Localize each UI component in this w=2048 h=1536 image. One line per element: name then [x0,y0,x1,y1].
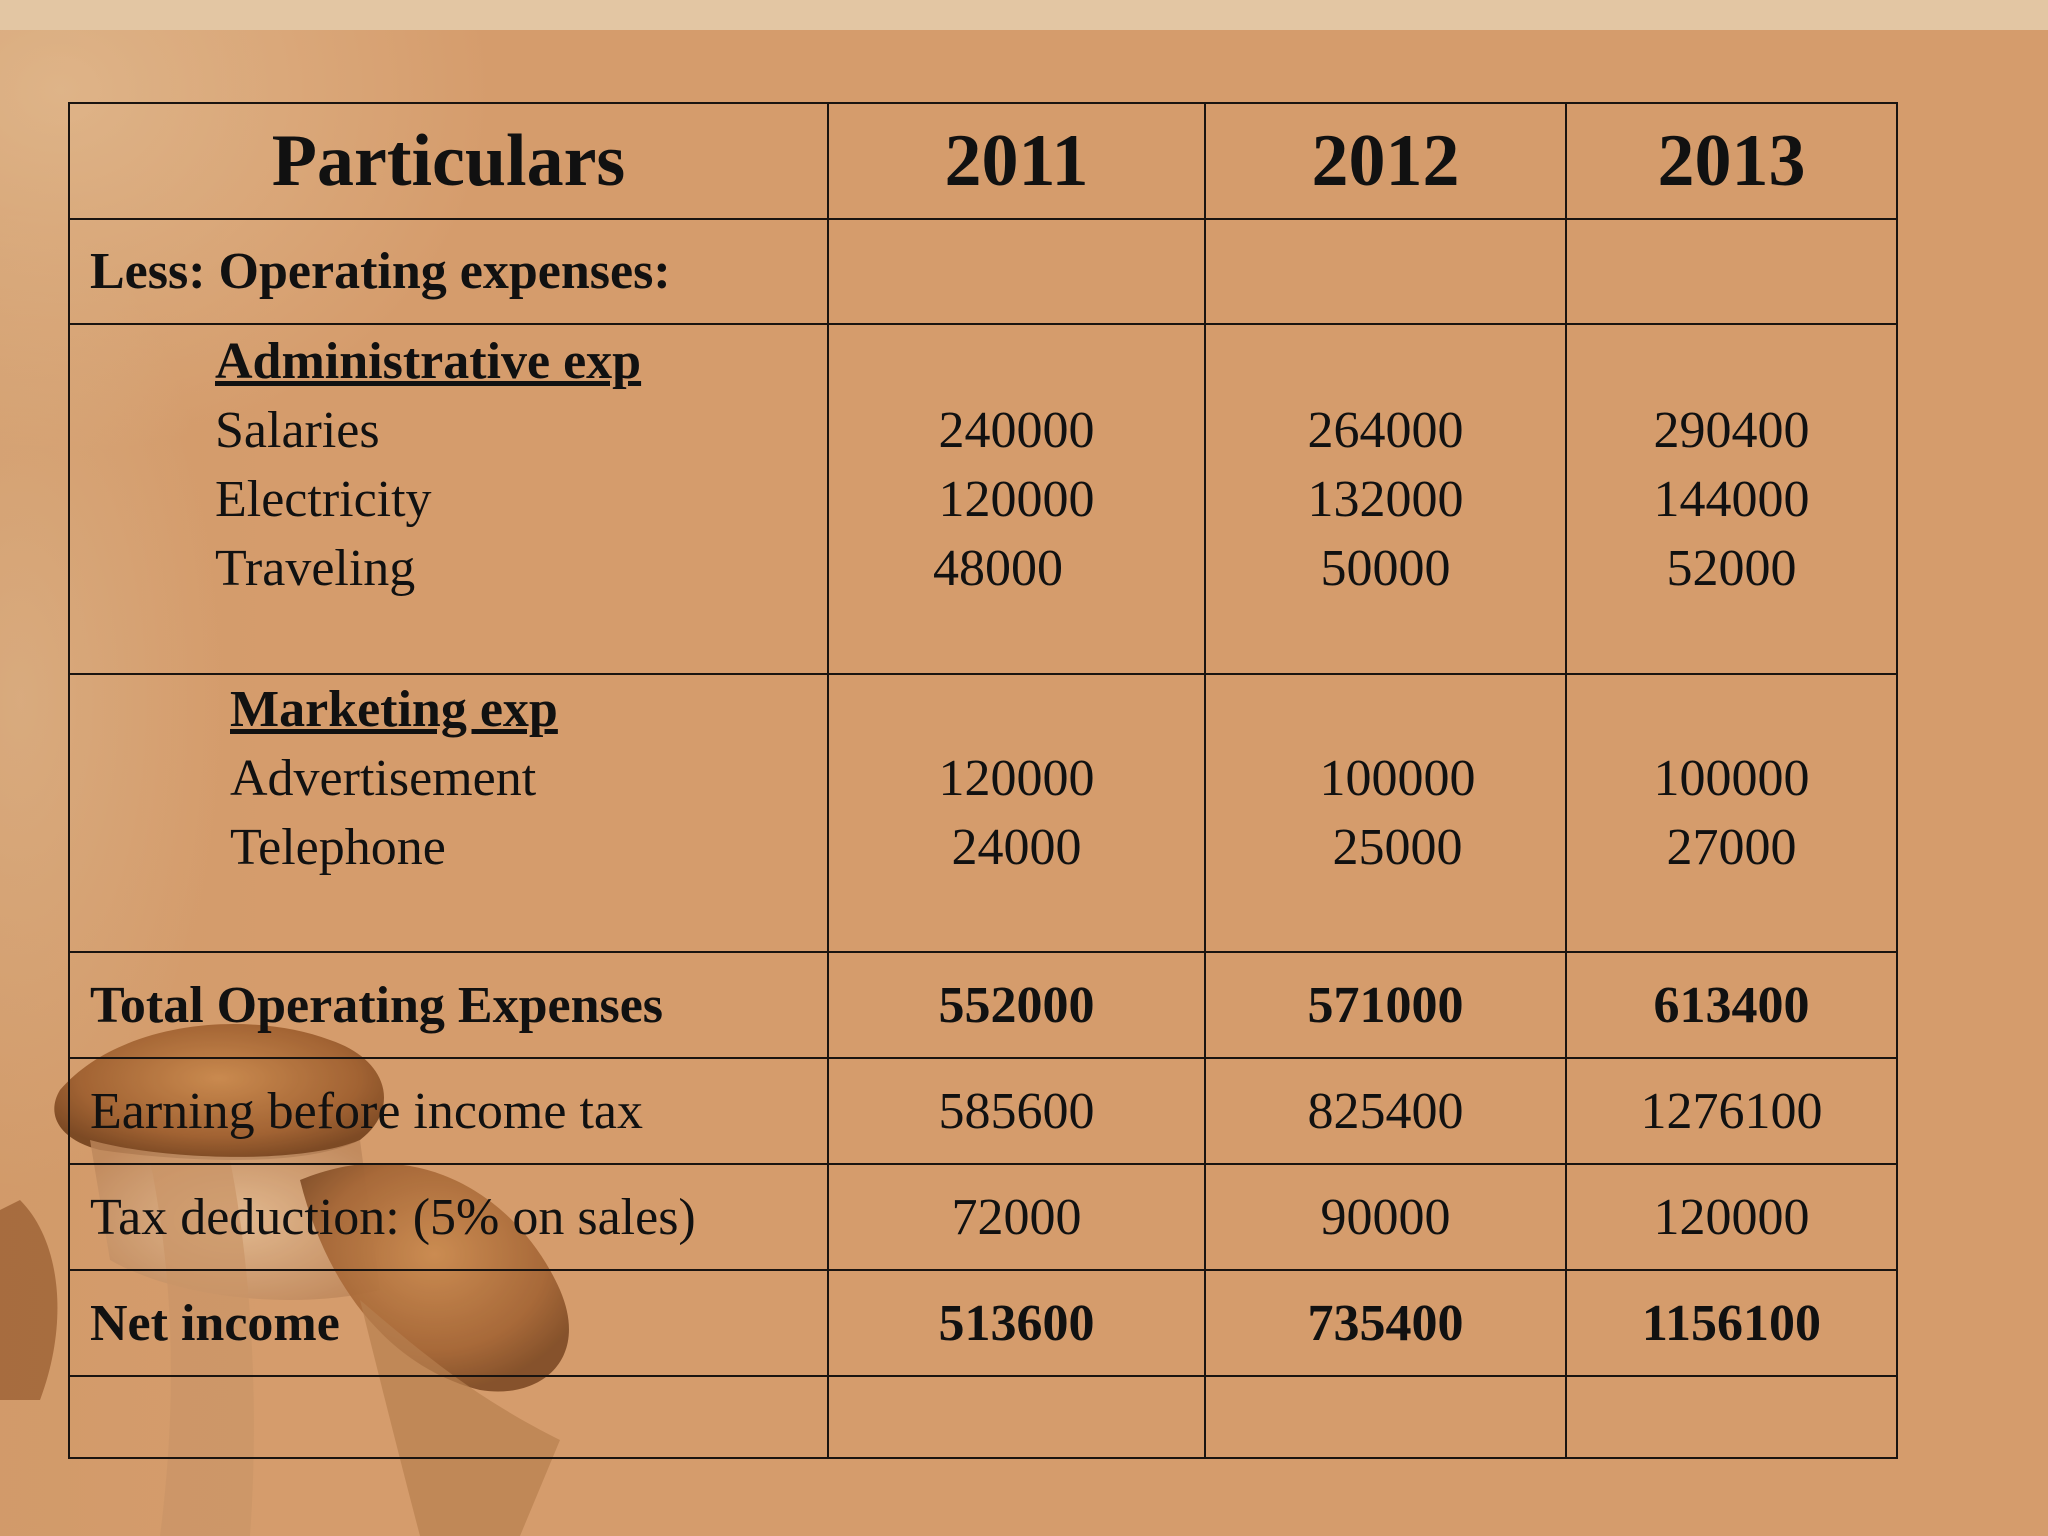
header-row: Particulars 2011 2012 2013 [68,102,1898,220]
electricity-2013: 144000 [1653,470,1810,528]
salaries-label: Salaries [215,401,380,459]
empty-cell [1204,218,1567,325]
ebit-label: Earning before income tax [68,1057,829,1165]
admin-exp-labels: Administrative exp Salaries Electricity … [68,323,829,675]
net-income-2011: 513600 [827,1269,1206,1377]
header-particulars: Particulars [68,102,829,220]
header-year-2011: 2011 [827,102,1206,220]
net-income-row: Net income 513600 735400 1156100 [68,1269,1898,1377]
salaries-2011: 240000 [938,401,1095,459]
admin-exp-heading: Administrative exp [215,332,642,390]
admin-values-2013: 290400 144000 52000 [1565,323,1898,675]
ebit-row: Earning before income tax 585600 825400 … [68,1057,1898,1165]
empty-cell [827,1375,1206,1459]
traveling-2013: 52000 [1666,539,1797,597]
advertisement-2011: 120000 [938,750,1095,807]
advertisement-label: Advertisement [230,750,537,807]
empty-cell [1565,218,1898,325]
total-operating-2012: 571000 [1204,951,1567,1059]
admin-exp-row: Administrative exp Salaries Electricity … [68,323,1898,675]
tax-2012: 90000 [1204,1163,1567,1271]
ebit-2013: 1276100 [1565,1057,1898,1165]
ebit-2012: 825400 [1204,1057,1567,1165]
header-year-2013: 2013 [1565,102,1898,220]
ebit-2011: 585600 [827,1057,1206,1165]
marketing-exp-heading: Marketing exp [230,681,558,738]
empty-cell [827,218,1206,325]
net-income-2012: 735400 [1204,1269,1567,1377]
total-operating-2011: 552000 [827,951,1206,1059]
traveling-2012: 50000 [1320,539,1451,597]
net-income-label: Net income [68,1269,829,1377]
empty-row [68,1375,1898,1459]
traveling-label: Traveling [215,539,416,597]
marketing-exp-row: Marketing exp Advertisement Telephone 12… [68,673,1898,953]
electricity-2011: 120000 [938,470,1095,528]
salaries-2012: 264000 [1307,401,1464,459]
marketing-exp-labels: Marketing exp Advertisement Telephone [68,673,829,953]
tax-label: Tax deduction: (5% on sales) [68,1163,829,1271]
marketing-values-2012: 100000 25000 [1204,673,1567,953]
net-income-2013: 1156100 [1565,1269,1898,1377]
traveling-2011: 48000 [933,539,1063,597]
tax-2013: 120000 [1565,1163,1898,1271]
tax-row: Tax deduction: (5% on sales) 72000 90000… [68,1163,1898,1271]
less-operating-label: Less: Operating expenses: [68,218,829,325]
empty-cell [1204,1375,1567,1459]
top-band [0,0,2048,30]
tax-2011: 72000 [827,1163,1206,1271]
header-year-2012: 2012 [1204,102,1567,220]
telephone-2012: 25000 [1332,819,1463,876]
telephone-label: Telephone [230,819,446,876]
admin-values-2011: 240000 120000 48000 [827,323,1206,675]
advertisement-2013: 100000 [1653,750,1810,807]
electricity-2012: 132000 [1307,470,1464,528]
advertisement-2012: 100000 [1319,750,1476,807]
admin-values-2012: 264000 132000 50000 [1204,323,1567,675]
salaries-2013: 290400 [1653,401,1810,459]
marketing-values-2011: 120000 24000 [827,673,1206,953]
total-operating-row: Total Operating Expenses 552000 571000 6… [68,951,1898,1059]
total-operating-2013: 613400 [1565,951,1898,1059]
marketing-values-2013: 100000 27000 [1565,673,1898,953]
telephone-2011: 24000 [951,819,1082,876]
empty-cell [68,1375,829,1459]
empty-cell [1565,1375,1898,1459]
less-operating-row: Less: Operating expenses: [68,218,1898,325]
electricity-label: Electricity [215,470,432,528]
total-operating-label: Total Operating Expenses [68,951,829,1059]
financial-table: Particulars 2011 2012 2013 Less: Operati… [68,102,1898,1459]
telephone-2013: 27000 [1666,819,1797,876]
